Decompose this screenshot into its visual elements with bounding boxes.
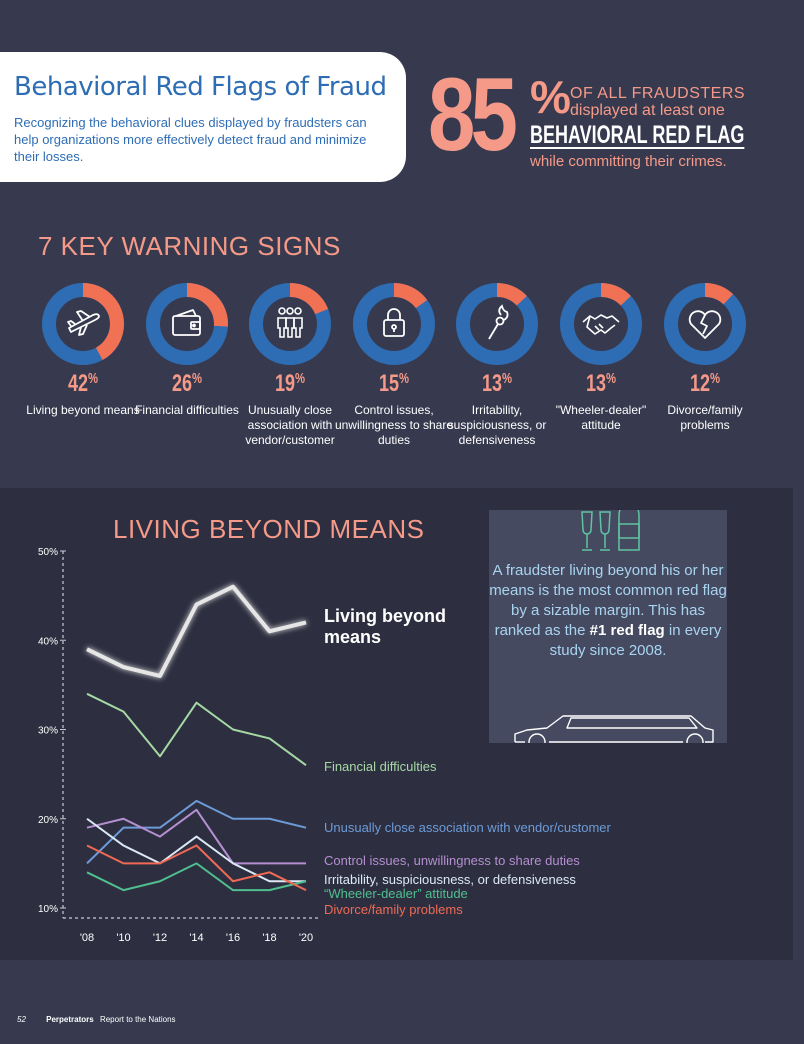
donut-fill [249, 283, 331, 365]
lock-icon [383, 308, 405, 337]
sign-percentage: 13% [585, 370, 617, 397]
callout-text-after: in every study since 2008. [549, 622, 722, 659]
sign-label: Living beyond means [26, 403, 140, 417]
airplane-icon [67, 310, 100, 336]
limousine-icon [514, 715, 714, 743]
donut-chart [146, 283, 228, 365]
handshake-icon [582, 314, 620, 335]
donut-chart [456, 283, 538, 365]
warning-signs-title: 7 KEY WARNING SIGNS [38, 231, 341, 261]
callout-text-before: A fraudster living beyond his or her mea… [489, 562, 727, 639]
stat-percent: % [530, 71, 571, 123]
warning-sign: 19% Unusually close association with ven… [230, 282, 350, 452]
champagne-icon [581, 510, 640, 551]
warning-sign: 42% Living beyond means [23, 282, 143, 452]
sign-label: Divorce/family problems [667, 403, 743, 432]
donut-fill [42, 283, 124, 365]
chart-title: LIVING BEYOND MEANS [113, 514, 425, 544]
stat-line-1: OF ALL FRAUDSTERS [570, 85, 746, 102]
stat-number: 85 [428, 57, 518, 173]
donut-fill [560, 283, 642, 365]
warning-sign: 15% Control issues, unwillingness to sha… [334, 282, 454, 452]
wallet-icon [172, 309, 201, 336]
donut-fill [456, 283, 538, 365]
sign-percentage: 12% [689, 370, 721, 397]
donut-fill [353, 283, 435, 365]
donut-chart [560, 283, 642, 365]
sign-label: Control issues, unwillingness to share d… [334, 403, 454, 447]
stat-line-4: while committing their crimes. [530, 153, 727, 170]
sign-percentage: 15% [378, 370, 410, 397]
warning-sign: 26% Financial difficulties [127, 282, 247, 452]
warning-sign: 13% "Wheeler-dealer" attitude [541, 282, 661, 452]
callout-text: A fraudster living beyond his or her mea… [489, 561, 727, 661]
broken-heart-icon [688, 310, 722, 339]
donut-fill [664, 283, 746, 365]
donut-chart [353, 283, 435, 365]
page-subtitle: Recognizing the behavioral clues display… [14, 115, 367, 164]
footer-report: Report to the Nations [99, 1015, 176, 1024]
page-number: 52 [17, 1015, 26, 1024]
callout-art [514, 510, 714, 743]
sign-percentage: 42% [67, 370, 99, 397]
donut-chart [249, 283, 331, 365]
sign-label: Irritability, suspiciousness, or defensi… [447, 403, 547, 447]
footer-section: Perpetrators [46, 1015, 94, 1024]
page-footer: 52 Perpetrators Report to the Nations [17, 1015, 176, 1024]
sign-percentage: 19% [274, 370, 306, 397]
sign-label: Unusually close association with vendor/… [245, 403, 335, 447]
stat-line-3: BEHAVIORAL RED FLAG [530, 121, 745, 149]
sign-percentage: 13% [481, 370, 513, 397]
match-icon [488, 304, 509, 340]
warning-sign: 12% Divorce/family problems [645, 282, 765, 452]
page-title: Behavioral Red Flags of Fraud [14, 72, 387, 102]
donut-chart [664, 283, 746, 365]
sign-percentage: 26% [171, 370, 203, 397]
stat-line-2: displayed at least one [570, 102, 725, 119]
sign-label: "Wheeler-dealer" attitude [555, 403, 647, 432]
callout-highlight: #1 red flag [589, 622, 665, 639]
callout-box: A fraudster living beyond his or her mea… [489, 510, 727, 743]
header-card: Behavioral Red Flags of Fraud Recognizin… [0, 52, 406, 182]
donut-fill [146, 283, 228, 365]
donut-chart [42, 283, 124, 365]
sign-label: Financial difficulties [135, 403, 239, 417]
warning-sign: 13% Irritability, suspiciousness, or def… [437, 282, 557, 452]
people-icon [277, 307, 303, 338]
